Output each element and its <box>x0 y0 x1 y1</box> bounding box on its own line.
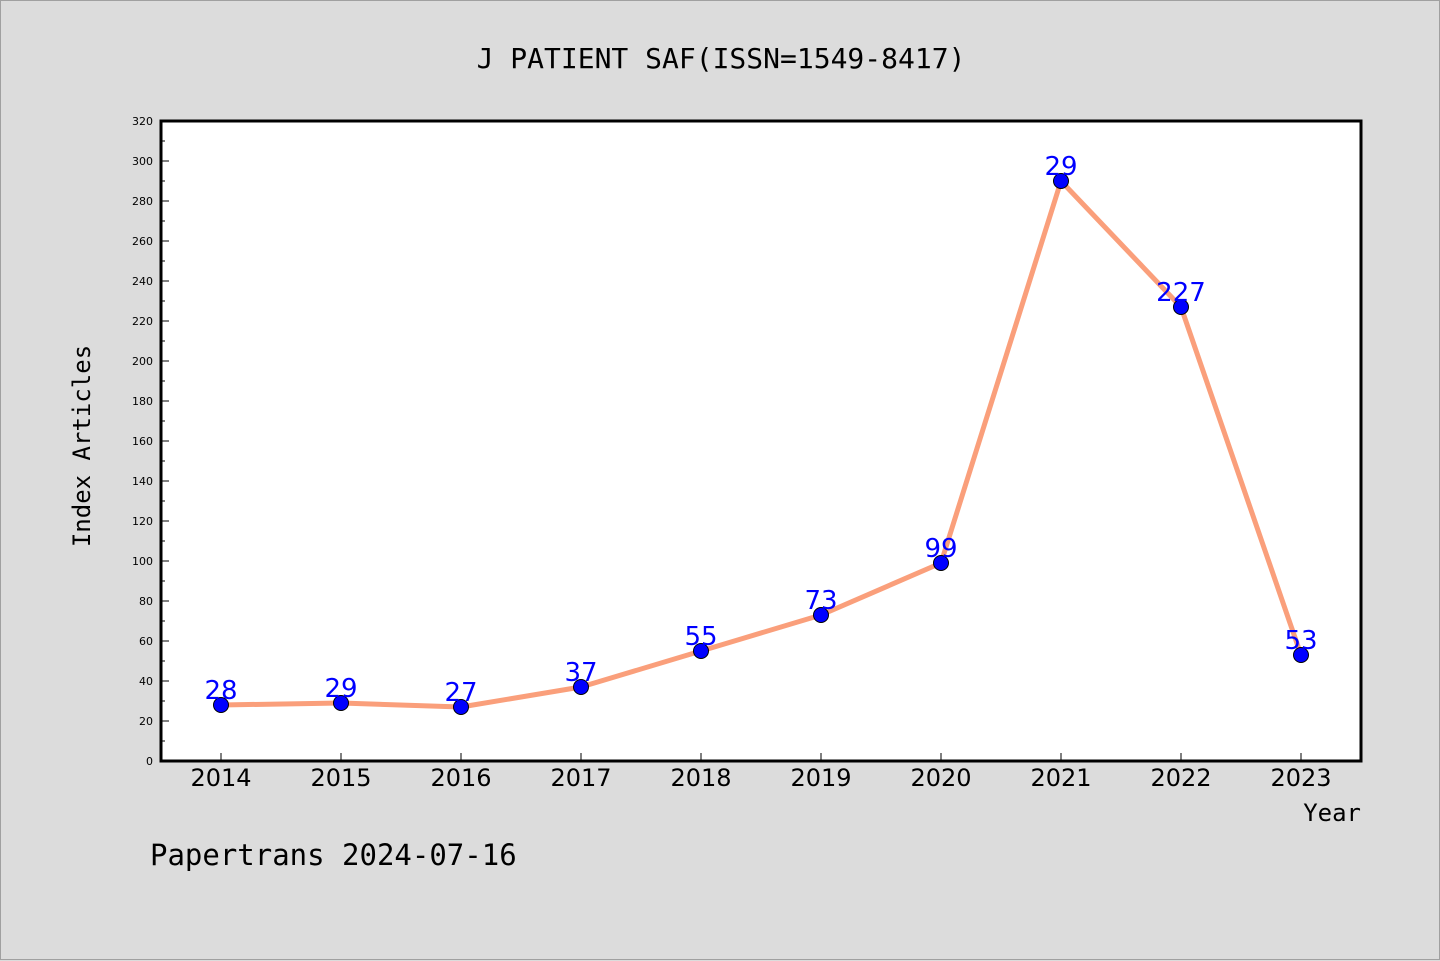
y-tick-label: 280 <box>132 195 153 208</box>
data-point <box>813 607 829 623</box>
x-tick-label: 2019 <box>790 764 851 792</box>
data-label: 73 <box>804 586 837 616</box>
data-point <box>1053 173 1069 189</box>
y-axis: 0 20 40 60 80 100 120 140 160 180 200 220 240 260 280 3… <box>132 115 169 768</box>
x-tick-label: 2018 <box>670 764 731 792</box>
series-polyline <box>218 178 1304 710</box>
data-label: 227 <box>1156 278 1206 308</box>
data-point <box>933 555 949 571</box>
footer-credit: Papertrans 2024-07-16 <box>150 838 517 872</box>
x-tick-label: 2020 <box>910 764 971 792</box>
data-label: 28 <box>204 676 237 706</box>
data-point <box>1173 299 1189 315</box>
data-point <box>213 697 229 713</box>
y-tick-label: 240 <box>132 275 153 288</box>
data-label: 29 <box>1044 152 1077 182</box>
x-tick-label: 2021 <box>1030 764 1091 792</box>
data-point <box>573 679 589 695</box>
y-tick-label: 140 <box>132 475 153 488</box>
y-tick-label: 200 <box>132 355 153 368</box>
data-point <box>1293 647 1309 663</box>
y-tick-label: 120 <box>132 515 153 528</box>
data-label: 55 <box>684 622 717 652</box>
y-tick-label: 300 <box>132 155 153 168</box>
x-tick-label: 2014 <box>190 764 251 792</box>
y-tick-label: 80 <box>139 595 153 608</box>
data-label: 27 <box>444 678 477 708</box>
data-point <box>453 699 469 715</box>
x-tick-label: 2022 <box>1150 764 1211 792</box>
x-tick-label: 2023 <box>1270 764 1331 792</box>
y-tick-label: 60 <box>139 635 153 648</box>
x-axis-label: Year <box>1303 799 1361 827</box>
y-tick-label: 40 <box>139 675 153 688</box>
data-labels: 28 29 27 37 55 73 99 29 227 53 <box>204 152 1317 708</box>
x-axis: 2014 2015 2016 2017 2018 2019 2020 2021 2022 2023 <box>190 753 1332 792</box>
data-point <box>333 695 349 711</box>
y-tick-label: 220 <box>132 315 153 328</box>
data-label: 37 <box>564 658 597 688</box>
x-tick-label: 2015 <box>310 764 371 792</box>
data-label: 53 <box>1284 626 1317 656</box>
y-tick-label: 260 <box>132 235 153 248</box>
y-tick-label: 320 <box>132 115 153 128</box>
series-markers <box>213 173 1309 715</box>
y-tick-label: 100 <box>132 555 153 568</box>
chart-title: J PATIENT SAF(ISSN=1549-8417) <box>477 42 966 75</box>
y-tick-label: 0 <box>146 755 153 768</box>
y-axis-label: Index Articles <box>68 345 96 547</box>
x-tick-label: 2016 <box>430 764 491 792</box>
y-tick-label: 20 <box>139 715 153 728</box>
plot-area <box>159 119 1363 763</box>
data-point <box>693 643 709 659</box>
data-label: 99 <box>924 534 957 564</box>
data-label: 29 <box>324 674 357 704</box>
y-tick-label: 180 <box>132 395 153 408</box>
series-line <box>218 178 1304 710</box>
y-tick-label: 160 <box>132 435 153 448</box>
x-tick-label: 2017 <box>550 764 611 792</box>
